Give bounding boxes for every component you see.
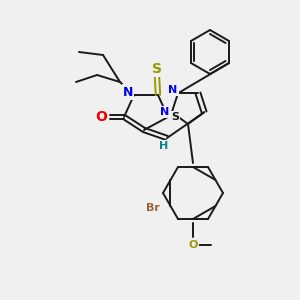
Text: H: H [159,141,169,151]
Text: O: O [95,110,107,124]
Text: N: N [160,107,170,117]
Text: S: S [171,112,179,122]
Text: N: N [168,85,178,95]
Text: O: O [188,240,198,250]
Text: S: S [152,62,162,76]
Text: Br: Br [146,203,160,213]
Text: N: N [123,85,133,98]
